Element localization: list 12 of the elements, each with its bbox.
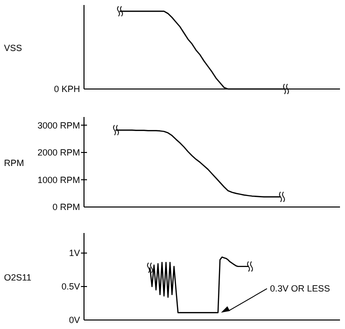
y-axis-title: VSS — [4, 43, 22, 53]
y-tick-label: 1000 RPM — [37, 174, 80, 185]
y-tick-label: 3000 RPM — [37, 120, 80, 130]
y-tick-label: 0V — [68, 315, 80, 326]
annotation: 0.3V OR LESS — [270, 284, 330, 294]
y-axis-title: RPM — [4, 158, 24, 168]
y-axis-title: O2S11 — [4, 272, 32, 282]
y-tick-label: 2000 RPM — [37, 148, 80, 158]
y-tick-label: 0 RPM — [52, 202, 80, 212]
y-tick-label: 1V — [68, 248, 80, 258]
text: 0 KPH — [54, 84, 80, 94]
y-tick-label: 0.5V — [61, 282, 80, 292]
